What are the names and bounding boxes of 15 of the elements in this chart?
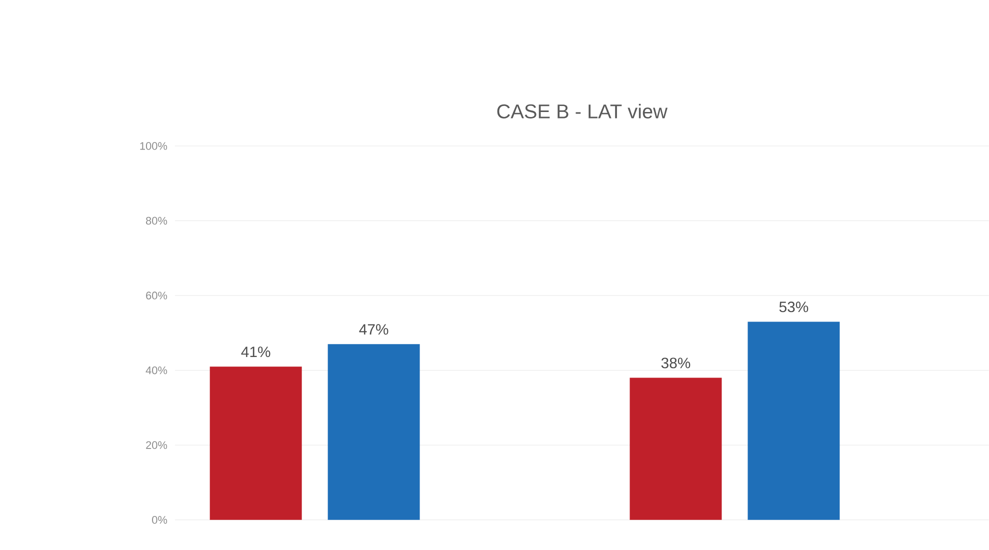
chart-title: CASE B - LAT view — [497, 104, 668, 119]
y-tick-label: 40% — [146, 366, 168, 374]
y-tick-label: 100% — [140, 142, 168, 150]
y-tick-label: 60% — [146, 292, 168, 300]
y-tick-label: 0% — [152, 516, 168, 524]
bar — [630, 378, 722, 520]
data-label: 47% — [359, 324, 388, 335]
y-tick-label: 20% — [146, 441, 168, 450]
y-tick-label: 80% — [146, 216, 168, 225]
bar — [210, 366, 302, 520]
bar — [748, 322, 840, 520]
bar — [328, 344, 420, 520]
data-label: 53% — [779, 302, 808, 312]
data-label: 41% — [241, 346, 270, 358]
data-label: 38% — [661, 358, 690, 368]
